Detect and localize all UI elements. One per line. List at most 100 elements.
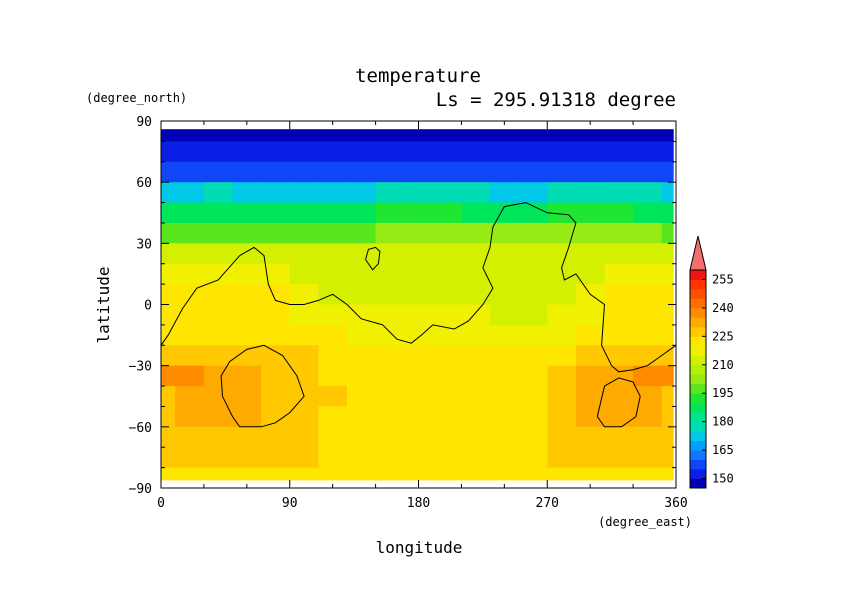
heatmap-cell	[203, 447, 234, 469]
heatmap-cell	[375, 304, 405, 326]
colorbar-tick-label: 195	[712, 386, 734, 400]
colorbar-segment	[690, 336, 706, 347]
heatmap-cell	[347, 365, 377, 387]
heatmap-cell	[547, 467, 577, 481]
heatmap-cell	[633, 202, 663, 224]
colorbar-segment	[690, 412, 706, 423]
heatmap-cell	[318, 182, 348, 204]
heatmap-cell	[161, 263, 176, 285]
heatmap-cell	[318, 365, 348, 387]
contour-line-continent	[160, 202, 677, 373]
heatmap-cell	[432, 467, 462, 481]
heatmap-cell	[289, 426, 319, 448]
heatmap-cell	[661, 324, 674, 346]
heatmap-cell	[318, 243, 348, 265]
heatmap-cell	[261, 365, 291, 387]
heatmap-cell	[432, 386, 462, 408]
heatmap-cell	[175, 129, 205, 142]
heatmap-cell	[547, 222, 577, 244]
colorbar-tick-label: 255	[712, 272, 734, 286]
heatmap-cell	[161, 141, 176, 163]
heatmap-cell	[432, 447, 462, 469]
contour-lines	[160, 202, 677, 428]
heatmap-cell	[604, 284, 634, 306]
heatmap-cell	[232, 324, 262, 346]
heatmap-cell	[347, 222, 377, 244]
heatmap-cell	[203, 386, 234, 408]
y-tick-label: 60	[136, 176, 152, 191]
heatmap-cell	[604, 324, 634, 346]
heatmap-cell	[404, 304, 434, 326]
heatmap-cell	[175, 182, 205, 204]
heatmap-cell	[661, 345, 674, 367]
colorbar-segment	[690, 459, 706, 470]
heatmap-cell	[161, 447, 176, 469]
heatmap-cell	[461, 182, 491, 204]
heatmap-cell	[203, 426, 234, 448]
heatmap-cell	[232, 161, 262, 183]
heatmap-cell	[604, 263, 634, 285]
heatmap-cell	[633, 365, 663, 387]
heatmap-cell	[661, 386, 674, 408]
heatmap-cell	[575, 304, 606, 326]
colorbar-segment	[690, 383, 706, 394]
heatmap-cell	[518, 263, 548, 285]
heatmap-cell	[661, 467, 674, 481]
heatmap-cell	[404, 386, 434, 408]
heatmap-cell	[375, 222, 405, 244]
heatmap-cell	[575, 222, 606, 244]
heatmap-cell	[604, 386, 634, 408]
heatmap-cell	[490, 426, 520, 448]
heatmap-cell	[604, 304, 634, 326]
heatmap-cell	[318, 304, 348, 326]
heatmap-cell	[232, 467, 262, 481]
heatmap-cell	[661, 426, 674, 448]
heatmap-cell	[518, 129, 548, 142]
heatmap-cell	[175, 161, 205, 183]
heatmap-cell	[161, 304, 176, 326]
heatmap-cell	[490, 304, 520, 326]
heatmap-cell	[289, 141, 319, 163]
heatmap-cell	[203, 406, 234, 428]
heatmap-cell	[347, 426, 377, 448]
heatmap-cell	[318, 202, 348, 224]
heatmap-cell	[175, 386, 205, 408]
colorbar-tick-label: 225	[712, 329, 734, 343]
heatmap-cell	[289, 345, 319, 367]
heatmap-cell	[461, 284, 491, 306]
heatmap-cell	[490, 324, 520, 346]
heatmap-cell	[633, 426, 663, 448]
heatmap-cell	[232, 263, 262, 285]
x-tick-label: 90	[282, 496, 298, 511]
heatmap-cell	[432, 406, 462, 428]
heatmap-cell	[575, 243, 606, 265]
heatmap-cell	[375, 365, 405, 387]
heatmap-cell	[203, 467, 234, 481]
heatmap-cell	[604, 129, 634, 142]
chart-title: temperature	[355, 65, 481, 87]
heatmap-cell	[318, 426, 348, 448]
heatmap-cell	[604, 222, 634, 244]
heatmap-cell	[404, 243, 434, 265]
heatmap-cell	[404, 426, 434, 448]
heatmap-cell	[375, 129, 405, 142]
heatmap-cell	[161, 202, 176, 224]
colorbar-segment	[690, 307, 706, 318]
heatmap-cell	[404, 222, 434, 244]
heatmap-cell	[461, 324, 491, 346]
heatmap-cell	[175, 426, 205, 448]
heatmap-cell	[203, 324, 234, 346]
heatmap-cell	[261, 263, 291, 285]
heatmap-cell	[318, 129, 348, 142]
heatmap-cell	[461, 129, 491, 142]
heatmap-cell	[432, 182, 462, 204]
heatmap-cell	[490, 222, 520, 244]
heatmap-cell	[490, 202, 520, 224]
heatmap-cell	[575, 161, 606, 183]
colorbar-segment	[690, 440, 706, 451]
heatmap-cell	[175, 202, 205, 224]
heatmap-cell	[490, 141, 520, 163]
heatmap-cell	[289, 222, 319, 244]
colorbar-segment	[690, 279, 706, 290]
